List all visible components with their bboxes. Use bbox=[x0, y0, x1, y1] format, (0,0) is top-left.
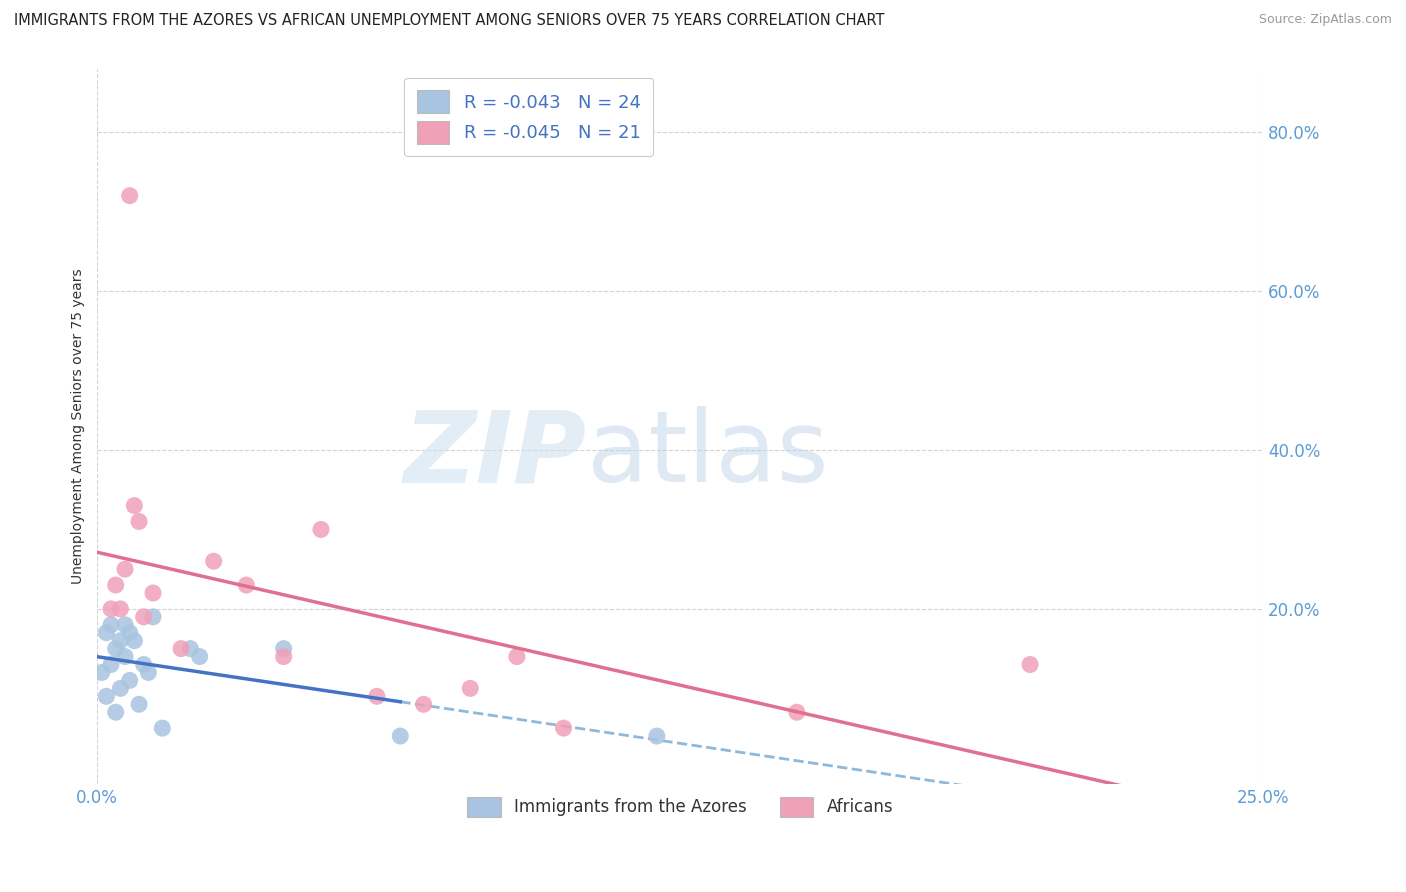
Point bbox=[110, 633, 132, 648]
Point bbox=[366, 690, 388, 704]
Y-axis label: Unemployment Among Seniors over 75 years: Unemployment Among Seniors over 75 years bbox=[72, 268, 86, 584]
Point bbox=[188, 649, 211, 664]
Point bbox=[273, 649, 295, 664]
Point bbox=[645, 729, 668, 743]
Point bbox=[389, 729, 412, 743]
Point bbox=[458, 681, 481, 696]
Point bbox=[179, 641, 201, 656]
Point bbox=[100, 602, 122, 616]
Point bbox=[132, 657, 155, 672]
Point bbox=[128, 698, 150, 712]
Point bbox=[100, 657, 122, 672]
Point bbox=[273, 641, 295, 656]
Point bbox=[90, 665, 112, 680]
Point bbox=[104, 578, 127, 592]
Point bbox=[202, 554, 225, 568]
Point bbox=[114, 649, 136, 664]
Point bbox=[110, 602, 132, 616]
Point bbox=[128, 515, 150, 529]
Point bbox=[118, 625, 141, 640]
Point bbox=[235, 578, 257, 592]
Point bbox=[412, 698, 434, 712]
Point bbox=[114, 617, 136, 632]
Point bbox=[150, 721, 173, 735]
Point bbox=[142, 586, 165, 600]
Point bbox=[309, 523, 332, 537]
Point bbox=[506, 649, 529, 664]
Point bbox=[114, 562, 136, 576]
Text: IMMIGRANTS FROM THE AZORES VS AFRICAN UNEMPLOYMENT AMONG SENIORS OVER 75 YEARS C: IMMIGRANTS FROM THE AZORES VS AFRICAN UN… bbox=[14, 13, 884, 29]
Point bbox=[96, 625, 118, 640]
Point bbox=[138, 665, 160, 680]
Point bbox=[124, 633, 146, 648]
Point bbox=[142, 610, 165, 624]
Point bbox=[100, 617, 122, 632]
Text: atlas: atlas bbox=[586, 406, 828, 503]
Point bbox=[124, 499, 146, 513]
Point bbox=[1019, 657, 1042, 672]
Point bbox=[118, 673, 141, 688]
Point bbox=[170, 641, 193, 656]
Point bbox=[132, 610, 155, 624]
Point bbox=[118, 188, 141, 202]
Text: ZIP: ZIP bbox=[404, 406, 586, 503]
Point bbox=[553, 721, 575, 735]
Point bbox=[110, 681, 132, 696]
Text: Source: ZipAtlas.com: Source: ZipAtlas.com bbox=[1258, 13, 1392, 27]
Point bbox=[104, 705, 127, 719]
Point bbox=[104, 641, 127, 656]
Point bbox=[96, 690, 118, 704]
Point bbox=[786, 705, 808, 719]
Legend: Immigrants from the Azores, Africans: Immigrants from the Azores, Africans bbox=[458, 789, 901, 825]
